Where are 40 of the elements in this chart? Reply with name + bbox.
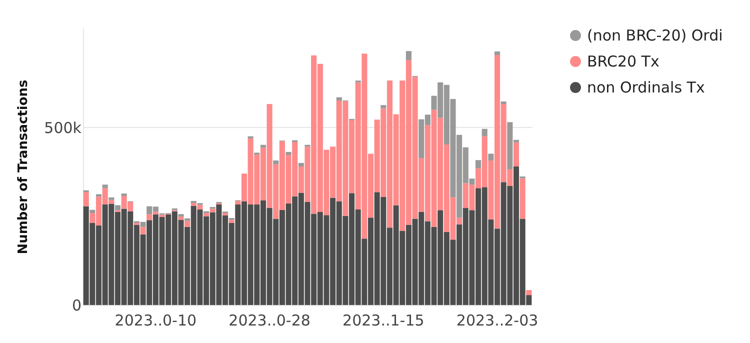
bar	[273, 160, 279, 164]
y-axis-title: Number of Transactions	[16, 79, 32, 254]
bar	[204, 213, 210, 216]
bar	[83, 192, 89, 206]
bar	[406, 51, 412, 60]
bar	[513, 142, 520, 166]
bar	[482, 128, 488, 136]
bar	[184, 220, 190, 227]
bar	[190, 200, 196, 204]
bar	[178, 216, 184, 220]
bar	[488, 154, 494, 160]
bar	[222, 213, 228, 216]
x-tick-label: 2023..0-28	[228, 312, 310, 330]
bar	[526, 290, 532, 296]
bar	[108, 197, 114, 200]
bar	[286, 152, 292, 156]
legend-label: (non BRC-20) Ordi	[587, 26, 723, 44]
bar	[228, 220, 234, 223]
x-tick-label: 2023..2-03	[456, 312, 538, 330]
bar	[476, 160, 482, 168]
y-tick-label: 500k	[44, 118, 82, 137]
bar	[121, 193, 127, 196]
legend-label: non Ordinals Tx	[587, 78, 705, 96]
bar	[114, 205, 121, 210]
y-tick-label: 0	[72, 296, 82, 314]
bar	[494, 51, 500, 55]
bar	[102, 184, 108, 188]
bar	[520, 178, 526, 219]
bar	[178, 214, 184, 217]
x-tick-label: 2023..1-15	[342, 312, 424, 330]
x-tick-label: 2023..0-10	[114, 312, 197, 330]
bar	[90, 210, 96, 214]
legend-label: BRC20 Tx	[587, 52, 660, 70]
bar	[298, 162, 304, 166]
bar	[96, 194, 102, 197]
bar	[140, 226, 146, 234]
bar	[336, 97, 342, 100]
bar	[380, 105, 386, 108]
bar	[184, 218, 190, 221]
bar	[210, 208, 216, 212]
